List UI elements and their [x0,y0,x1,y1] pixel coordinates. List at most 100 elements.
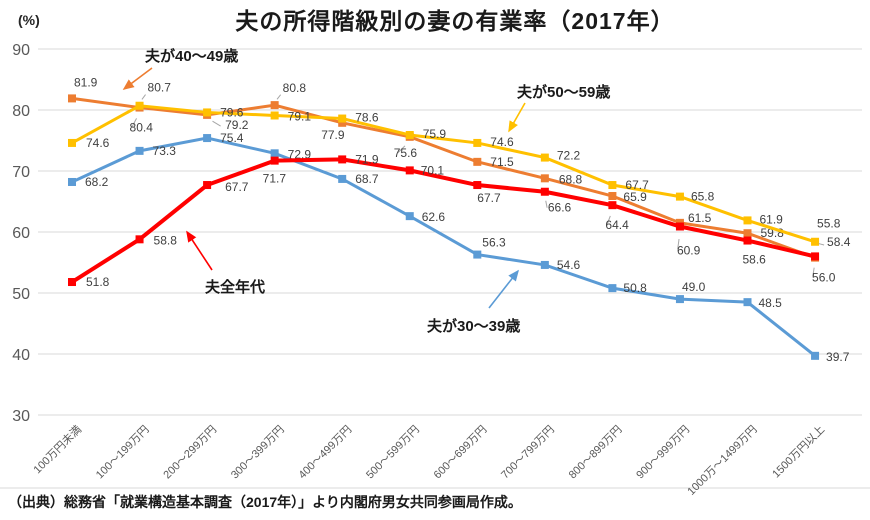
data-label: 55.8 [817,217,841,231]
x-category-label: 400～499万円 [297,424,355,482]
data-label: 80.7 [148,81,172,95]
data-label: 62.6 [422,210,446,224]
data-label: 80.8 [283,81,307,95]
series-point [270,149,279,158]
series-point [338,114,347,123]
data-label: 58.4 [827,235,851,249]
x-category-label: 600～699万円 [432,424,490,482]
series-point [68,94,76,103]
x-category-label: 1500万円以上 [770,423,828,481]
data-label: 77.9 [321,128,345,142]
data-label: 49.0 [682,280,706,294]
series-point [540,174,549,183]
series-point [473,157,482,166]
data-label: 58.8 [154,233,178,247]
series-point [405,131,414,140]
series-point [473,181,482,190]
source-note: （出典）総務省「就業構造基本調査（2017年）」より内閣府男女共同参画局作成。 [8,494,522,510]
data-label: 48.5 [759,296,783,310]
y-tick-label: 70 [12,164,30,181]
x-category-label: 1000万～1499万円 [685,424,759,498]
x-category-label: 500～599万円 [364,424,422,482]
series-point [405,166,414,175]
y-tick-label: 30 [12,408,30,425]
series-point [135,146,144,155]
data-label: 60.9 [677,244,701,258]
series-point [675,192,684,201]
series-point [135,235,144,244]
series-line-2 [71,136,816,358]
data-label: 75.9 [423,127,447,141]
annotation-arrow [488,269,519,309]
chart-title: 夫の所得階級別の妻の有業率（2017年） [235,8,675,34]
series-point [405,212,414,221]
series-point [811,252,820,261]
data-label: 81.9 [74,75,98,89]
data-label: 56.0 [812,270,836,284]
series-line-1 [71,104,816,244]
data-label: 68.2 [85,175,109,189]
data-label: 61.5 [688,211,712,225]
label-leader-line [397,145,406,154]
data-label: 56.3 [482,236,506,250]
annotation-label: 夫が50～59歳 [517,83,610,101]
annotation-arrow [186,230,213,271]
series-point [608,181,617,190]
series-point [743,229,752,238]
series-point [473,138,482,147]
data-label: 51.8 [86,275,110,289]
x-category-label: 200～299万円 [161,424,219,482]
series-point [68,278,76,287]
data-label: 58.6 [743,253,767,267]
label-leader-line [545,200,548,208]
label-leader-line [212,120,221,127]
annotation-arrow [508,102,526,133]
data-label: 39.7 [826,350,850,364]
label-leader-line [677,239,680,249]
series-point [540,260,549,269]
data-label: 61.9 [760,212,784,226]
data-label: 72.2 [557,149,581,163]
data-label: 68.8 [559,172,583,186]
x-category-label: 900～999万円 [634,424,692,482]
x-category-label: 100～199万円 [94,424,152,482]
series-point [270,101,279,110]
data-label: 67.7 [477,191,501,205]
series-point [473,250,482,259]
annotation-label: 夫全年代 [205,278,265,296]
x-category-label: 700～799万円 [499,424,557,482]
data-label: 80.4 [130,121,154,135]
data-label: 78.6 [355,111,379,125]
y-tick-label: 40 [12,347,30,364]
series-point [68,177,76,186]
y-axis-unit-label: (%) [18,12,40,28]
series-point [338,155,347,164]
data-label: 67.7 [625,178,649,192]
annotation-label: 夫が40～49歳 [145,47,238,65]
series-point [540,153,549,162]
series-point [811,237,820,246]
series-point [743,298,752,307]
data-label: 74.6 [490,135,514,149]
series-point [743,216,752,225]
data-label: 79.2 [225,118,249,132]
y-tick-label: 90 [12,42,30,59]
series-point [608,284,617,293]
data-label: 72.9 [288,147,312,161]
label-leader-line [818,243,825,246]
y-tick-label: 60 [12,225,30,242]
series-point [675,295,684,304]
data-label: 71.5 [490,155,514,169]
series-point [203,134,212,143]
label-leader-line [131,118,137,127]
data-label: 68.7 [355,172,379,186]
series-point [338,174,347,183]
annotation-label: 夫が30～39歳 [427,317,520,335]
series-line-0 [71,96,816,260]
series-point [203,181,212,190]
series-point [743,236,752,245]
data-label: 74.6 [86,136,110,150]
data-label: 75.4 [220,131,244,145]
series-point [338,118,347,127]
